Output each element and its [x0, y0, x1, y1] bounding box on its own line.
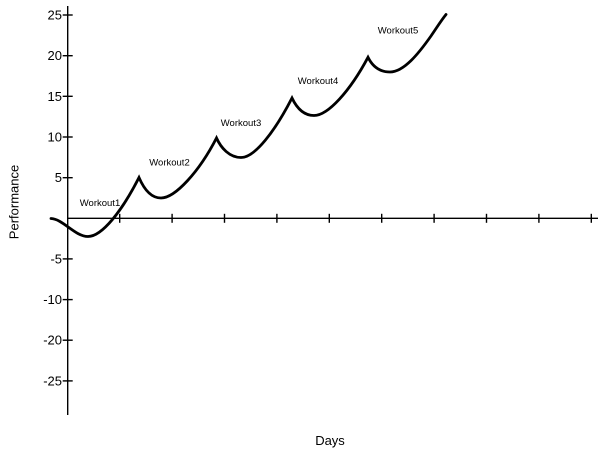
x-axis-title: Days — [315, 433, 345, 448]
y-tick-label: 10 — [48, 130, 62, 145]
curve-group — [49, 13, 448, 238]
y-axis-title: Performance — [7, 165, 22, 239]
annotation-workout2: Workout2 — [149, 158, 189, 169]
y-tick-label: 25 — [48, 8, 62, 23]
annotation-workout5: Workout5 — [378, 26, 418, 37]
annotation-workout4: Workout4 — [298, 76, 338, 87]
y-tick-label: 20 — [48, 48, 62, 63]
y-tick-label: -20 — [43, 333, 62, 348]
axes-group: 25 20 15 10 5 -5 -10 -20 -25 — [43, 6, 598, 415]
performance-curve — [49, 13, 448, 238]
y-tick-label: 15 — [48, 89, 62, 104]
y-tick-label: 5 — [55, 170, 62, 185]
annotation-labels-group: Workout1 Workout2 Workout3 Workout4 Workout5 — [80, 26, 418, 210]
annotation-workout1: Workout1 — [80, 198, 120, 209]
y-tick-label: -5 — [50, 251, 62, 266]
y-tick-label: -10 — [43, 292, 62, 307]
annotation-workout3: Workout3 — [221, 118, 261, 129]
y-tick-label: -25 — [43, 373, 62, 388]
